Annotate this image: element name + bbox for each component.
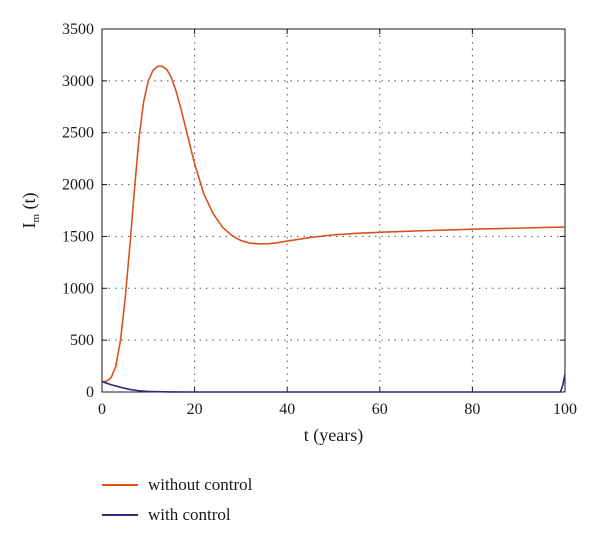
x-tick-label-100: 100 [553, 401, 577, 418]
x-tick-label-60: 60 [372, 401, 388, 418]
y-axis-label-main: I [19, 223, 39, 229]
y-axis-ticks: 0 500 1000 1500 2000 2500 3000 3500 [62, 21, 565, 401]
y-tick-label-3000: 3000 [62, 73, 94, 90]
series-line-without-control [101, 65, 566, 383]
y-tick-label-2500: 2500 [62, 125, 94, 142]
legend-label-with-control: with control [148, 505, 231, 524]
series-line-with-control [101, 374, 566, 393]
grid-lines [102, 29, 565, 392]
x-tick-label-0: 0 [98, 401, 106, 418]
y-tick-label-500: 500 [70, 332, 94, 349]
y-tick-label-1500: 1500 [62, 228, 94, 245]
legend-item-without-control: without control [102, 470, 252, 500]
y-tick-label-0: 0 [86, 384, 94, 401]
legend-swatch-with-control [102, 514, 138, 516]
y-axis-label-tail: (t) [19, 192, 40, 214]
y-tick-label-3500: 3500 [62, 21, 94, 38]
plot-area-frame [101, 28, 566, 393]
legend-item-with-control: with control [102, 500, 252, 530]
x-tick-label-40: 40 [279, 401, 295, 418]
y-tick-label-2000: 2000 [62, 177, 94, 194]
x-tick-label-80: 80 [464, 401, 480, 418]
legend-swatch-without-control [102, 484, 138, 486]
y-axis-label-subscript: m [30, 214, 42, 223]
x-tick-label-20: 20 [187, 401, 203, 418]
y-axis-label: Im (t) [19, 192, 42, 228]
y-tick-label-1000: 1000 [62, 280, 94, 297]
x-axis-label: t (years) [304, 425, 363, 446]
x-axis-ticks: 0 20 40 60 80 100 [98, 29, 577, 418]
legend-label-without-control: without control [148, 475, 253, 494]
series-lines [101, 65, 566, 393]
legend: without control with control [102, 470, 252, 530]
